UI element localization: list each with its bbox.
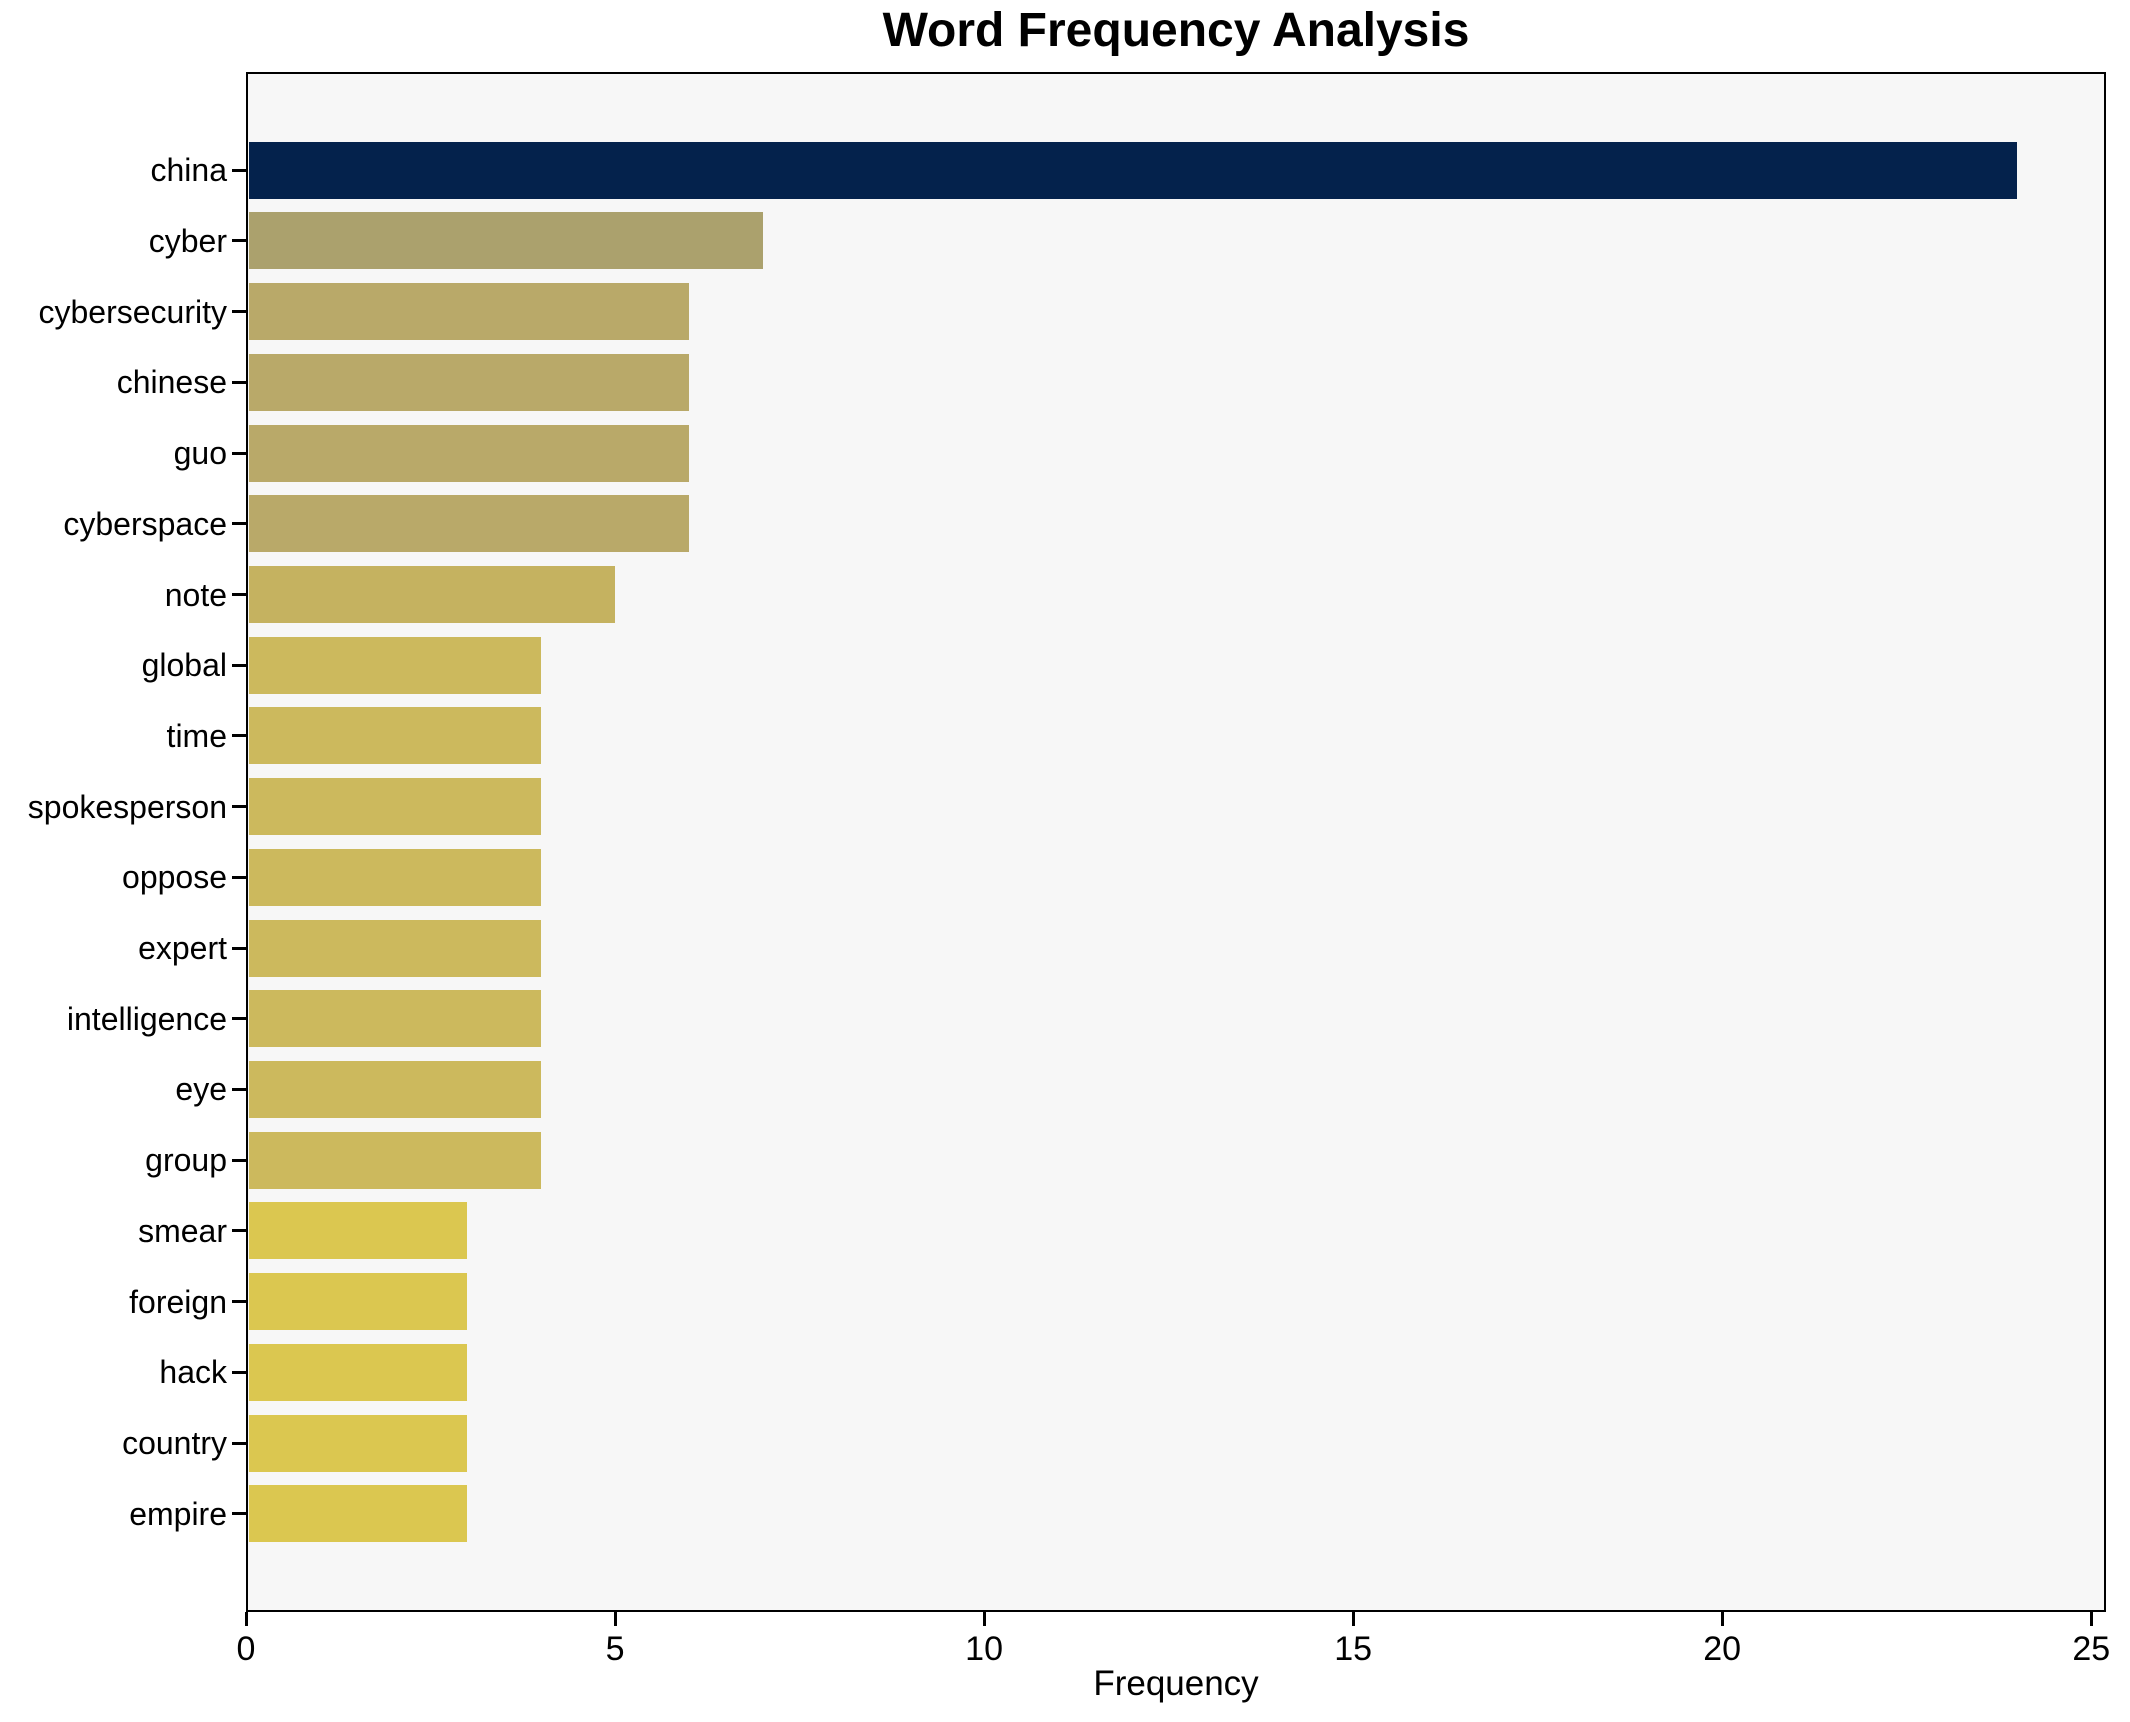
x-tick-mark (613, 1612, 617, 1626)
y-tick-mark (232, 1158, 246, 1162)
x-axis-label: Frequency (1093, 1664, 1259, 1703)
y-tick-label: country (122, 1425, 227, 1461)
y-tick-mark (232, 168, 246, 172)
y-tick-label: chinese (116, 364, 227, 401)
y-tick-mark (232, 310, 246, 314)
bar-chinese (248, 353, 689, 411)
y-tick-label: cyberspace (63, 505, 227, 542)
y-tick-mark (232, 451, 246, 455)
x-tick-mark (982, 1612, 986, 1626)
bar-expert (248, 919, 542, 977)
y-tick-mark (232, 239, 246, 243)
bar-hack (248, 1343, 468, 1401)
y-tick-label: eye (175, 1071, 227, 1108)
bar-country (248, 1414, 468, 1472)
x-tick-label: 5 (605, 1630, 625, 1668)
x-tick-label: 15 (1334, 1630, 1373, 1668)
y-tick-mark (232, 805, 246, 809)
y-tick-label: note (164, 576, 227, 613)
y-tick-label: hack (159, 1354, 227, 1391)
y-tick-label: china (150, 152, 228, 189)
bar-global (248, 636, 542, 694)
x-tick-mark (1720, 1612, 1724, 1626)
y-tick-label: foreign (129, 1283, 227, 1320)
y-tick-mark (232, 663, 246, 667)
bar-oppose (248, 848, 542, 906)
y-tick-mark (232, 946, 246, 950)
chart-title: Word Frequency Analysis (882, 4, 1470, 57)
y-tick-label: group (145, 1142, 227, 1179)
y-tick-mark (232, 380, 246, 384)
y-tick-mark (232, 734, 246, 738)
bar-china (248, 141, 2018, 199)
x-tick-mark (1351, 1612, 1355, 1626)
x-tick-mark (244, 1612, 248, 1626)
x-tick-label: 20 (1703, 1630, 1742, 1668)
y-tick-label: intelligence (66, 1000, 227, 1037)
bar-guo (248, 424, 689, 482)
bar-group (248, 1131, 542, 1189)
y-tick-label: smear (138, 1212, 227, 1249)
y-tick-label: cybersecurity (38, 293, 228, 330)
bar-intelligence (248, 990, 542, 1048)
y-tick-mark (232, 1229, 246, 1233)
y-tick-label: cyber (148, 222, 227, 259)
y-tick-label: time (166, 717, 227, 754)
bar-note (248, 566, 616, 624)
y-tick-label: empire (129, 1495, 227, 1532)
bar-eye (248, 1060, 542, 1118)
x-tick-label: 0 (236, 1630, 256, 1668)
bar-cyber (248, 212, 763, 270)
y-tick-mark (232, 875, 246, 879)
bar-foreign (248, 1273, 468, 1331)
bar-time (248, 707, 542, 765)
y-tick-label: expert (138, 930, 227, 967)
y-tick-mark (232, 593, 246, 597)
x-tick-mark (2089, 1612, 2093, 1626)
bar-cybersecurity (248, 283, 689, 341)
y-tick-mark (232, 1370, 246, 1374)
y-tick-mark (232, 1441, 246, 1445)
x-tick-label: 10 (965, 1630, 1004, 1668)
y-tick-mark (232, 1017, 246, 1021)
bar-smear (248, 1202, 468, 1260)
y-tick-label: oppose (122, 859, 227, 896)
y-tick-mark (232, 522, 246, 526)
x-tick-label: 25 (2072, 1630, 2111, 1668)
bar-cyberspace (248, 495, 689, 553)
y-tick-mark (232, 1087, 246, 1091)
y-tick-mark (232, 1300, 246, 1304)
y-tick-mark (232, 1512, 246, 1516)
y-tick-label: global (141, 647, 227, 684)
y-tick-label: spokesperson (27, 788, 227, 825)
bar-empire (248, 1485, 468, 1543)
y-tick-label: guo (173, 435, 227, 472)
bar-spokesperson (248, 778, 542, 836)
